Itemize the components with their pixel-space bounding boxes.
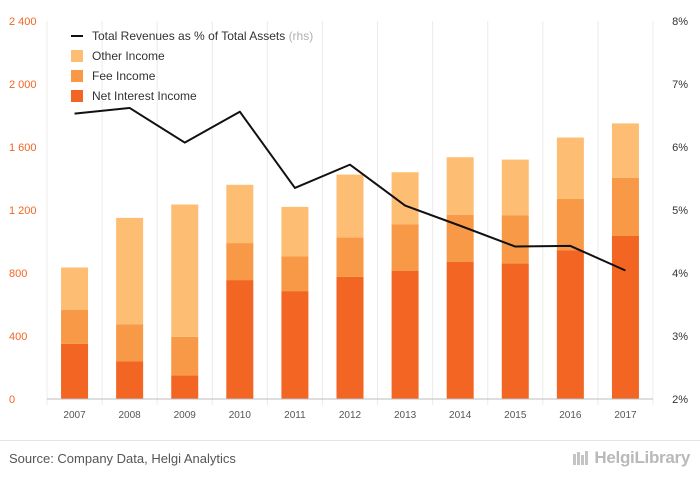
bar-segment-net-interest-income: [611, 235, 639, 399]
bar-segment-fee-income: [116, 324, 144, 362]
bar-segment-other-income: [446, 157, 474, 215]
x-axis-tick-label: 2010: [229, 410, 252, 421]
x-axis-tick-label: 2009: [174, 410, 197, 421]
helgi-library-logo: HelgiLibrary: [572, 448, 690, 468]
x-axis-tick-label: 2012: [339, 410, 362, 421]
bar-segment-fee-income: [226, 243, 254, 281]
library-icon: [573, 451, 589, 465]
source-note: Source: Company Data, Helgi Analytics: [9, 451, 236, 466]
bar-segment-fee-income: [611, 177, 639, 236]
bar-segment-net-interest-income: [226, 280, 254, 399]
left-axis-tick-label: 1 200: [9, 205, 37, 217]
right-axis-tick-label: 5%: [672, 205, 688, 217]
legend-label: Fee Income: [92, 69, 156, 83]
bar-segment-fee-income: [61, 310, 89, 344]
logo-wordmark: HelgiLibrary: [594, 448, 690, 467]
x-axis-tick-label: 2008: [119, 410, 142, 421]
left-axis-tick-label: 2 400: [9, 16, 37, 28]
x-axis-tick-label: 2016: [559, 410, 582, 421]
x-axis-tick-label: 2014: [449, 410, 472, 421]
bar-segment-net-interest-income: [336, 276, 364, 399]
bar-segment-net-interest-income: [501, 263, 529, 399]
right-axis-tick-label: 6%: [672, 142, 688, 154]
bar-segment-other-income: [556, 137, 584, 199]
legend-label-line-series: Total Revenues as % of Total Assets (rhs…: [92, 29, 313, 43]
bar-segment-net-interest-income: [116, 361, 144, 399]
bar-segment-other-income: [116, 217, 144, 325]
bar-segment-fee-income: [336, 237, 364, 277]
legend-label: Other Income: [92, 49, 165, 63]
x-axis-tick-label: 2017: [614, 410, 637, 421]
left-axis-tick-label: 0: [9, 394, 15, 406]
chart-area: 0 400 800 1 200 1 600 2 000 2 400 2% 3% 4% 5% 6% 7% 8…: [9, 16, 688, 421]
bar-segment-fee-income: [391, 224, 419, 271]
bar-segment-net-interest-income: [556, 250, 584, 399]
right-axis-tick-label: 2%: [672, 394, 688, 406]
line-series-revenue-to-assets: [74, 106, 626, 272]
bar-segment-fee-income: [556, 198, 584, 251]
left-axis-tick-label: 400: [9, 331, 27, 343]
right-axis-tick-label: 8%: [672, 16, 688, 28]
x-axis-tick-label: 2011: [284, 410, 306, 421]
x-axis-tick-label: 2013: [394, 410, 417, 421]
bar-segment-other-income: [501, 159, 529, 216]
right-axis-tick-label: 7%: [672, 79, 688, 91]
bar-segment-net-interest-income: [61, 343, 89, 399]
bar-segment-fee-income: [281, 256, 309, 292]
right-axis-tick-label: 4%: [672, 268, 688, 280]
legend-swatch: [71, 70, 83, 82]
left-axis-tick-label: 2 000: [9, 79, 37, 91]
bar-segment-net-interest-income: [446, 261, 474, 399]
left-axis-tick-label: 1 600: [9, 142, 37, 154]
bar-segment-net-interest-income: [171, 375, 199, 399]
x-axis-tick-label: 2007: [63, 410, 86, 421]
bar-segment-other-income: [336, 174, 364, 238]
legend-swatch: [71, 50, 83, 62]
footer-divider: [0, 440, 700, 441]
bar-segment-other-income: [61, 267, 89, 311]
stacked-bar-line-chart: 0 400 800 1 200 1 600 2 000 2 400 2% 3% 4% 5% 6% 7% 8…: [9, 16, 688, 421]
legend-swatch: [71, 90, 83, 102]
bar-segment-net-interest-income: [281, 291, 309, 399]
bar-segment-other-income: [226, 184, 254, 244]
x-axis-tick-label: 2015: [504, 410, 527, 421]
bar-segment-fee-income: [501, 215, 529, 264]
bar-segment-other-income: [611, 123, 639, 178]
bar-segment-other-income: [171, 204, 199, 337]
right-axis-tick-label: 3%: [672, 331, 688, 343]
left-axis-tick-label: 800: [9, 268, 27, 280]
bar-segment-net-interest-income: [391, 270, 419, 399]
legend-label: Net Interest Income: [92, 89, 197, 103]
bar-segment-fee-income: [171, 336, 199, 376]
bar-segment-other-income: [281, 206, 309, 257]
